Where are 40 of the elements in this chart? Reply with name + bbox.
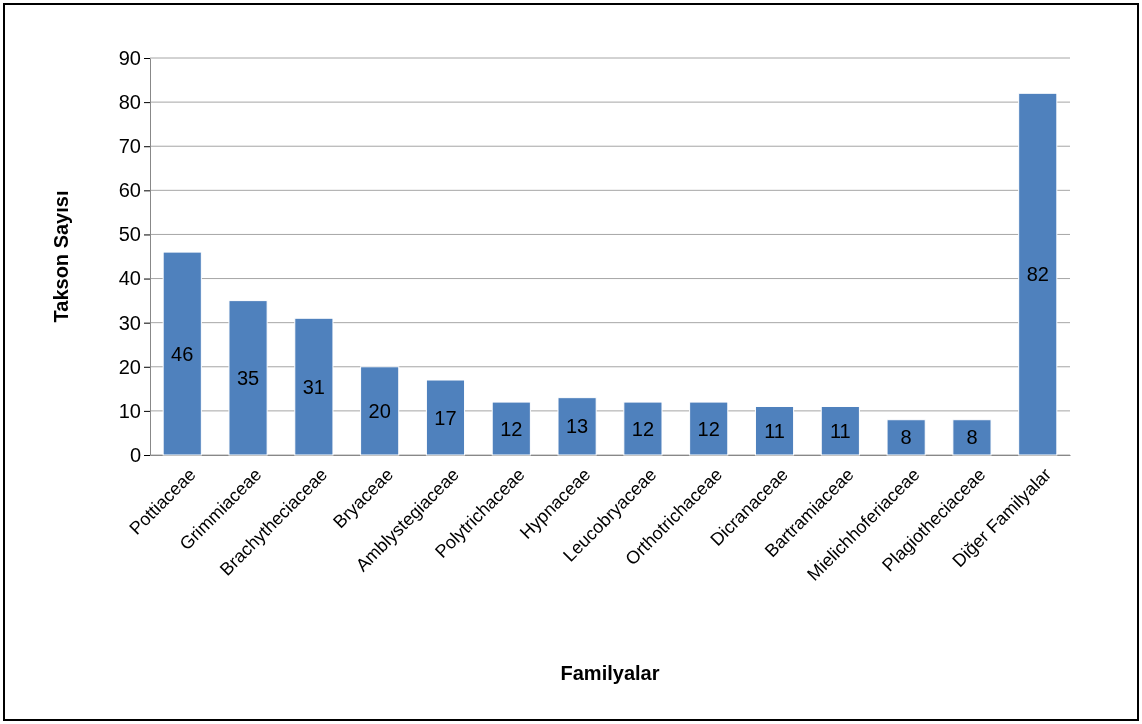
data-label: 82 bbox=[1026, 263, 1049, 286]
y-tick-label: 90 bbox=[118, 46, 141, 69]
data-label: 8 bbox=[966, 426, 978, 449]
y-tick-label: 70 bbox=[118, 135, 141, 158]
data-label: 11 bbox=[829, 419, 851, 442]
y-tick-label: 20 bbox=[118, 355, 141, 378]
x-axis-title: Familyalar bbox=[560, 662, 660, 684]
bar bbox=[623, 401, 663, 456]
data-label: 46 bbox=[171, 342, 194, 365]
bar bbox=[294, 317, 334, 456]
bar bbox=[1018, 92, 1058, 456]
y-tick-label: 0 bbox=[129, 443, 141, 466]
bar bbox=[689, 401, 729, 456]
y-tick-label: 10 bbox=[118, 399, 141, 422]
y-tick-label: 60 bbox=[118, 179, 141, 202]
data-label: 35 bbox=[236, 366, 260, 389]
bar bbox=[162, 251, 202, 456]
bar bbox=[952, 419, 992, 456]
bar bbox=[557, 397, 597, 456]
data-label: 13 bbox=[565, 415, 589, 438]
bar bbox=[360, 366, 400, 456]
bar bbox=[820, 405, 860, 456]
y-tick-label: 30 bbox=[118, 311, 141, 334]
bar bbox=[228, 300, 268, 456]
data-label: 8 bbox=[900, 426, 912, 449]
data-label: 11 bbox=[764, 419, 785, 442]
data-label: 12 bbox=[631, 417, 655, 440]
bar bbox=[886, 419, 926, 456]
bar bbox=[425, 379, 466, 456]
data-label: 17 bbox=[434, 406, 457, 429]
data-label: 20 bbox=[368, 399, 391, 422]
bar bbox=[754, 405, 795, 456]
data-label: 12 bbox=[697, 417, 720, 440]
data-label: 31 bbox=[302, 375, 325, 398]
data-label: 12 bbox=[500, 417, 523, 440]
y-tick-label: 80 bbox=[118, 91, 141, 114]
bar bbox=[491, 401, 531, 456]
y-axis-title: Takson Sayısı bbox=[50, 190, 72, 323]
y-tick-label: 40 bbox=[118, 267, 141, 290]
y-tick-label: 50 bbox=[118, 223, 141, 246]
